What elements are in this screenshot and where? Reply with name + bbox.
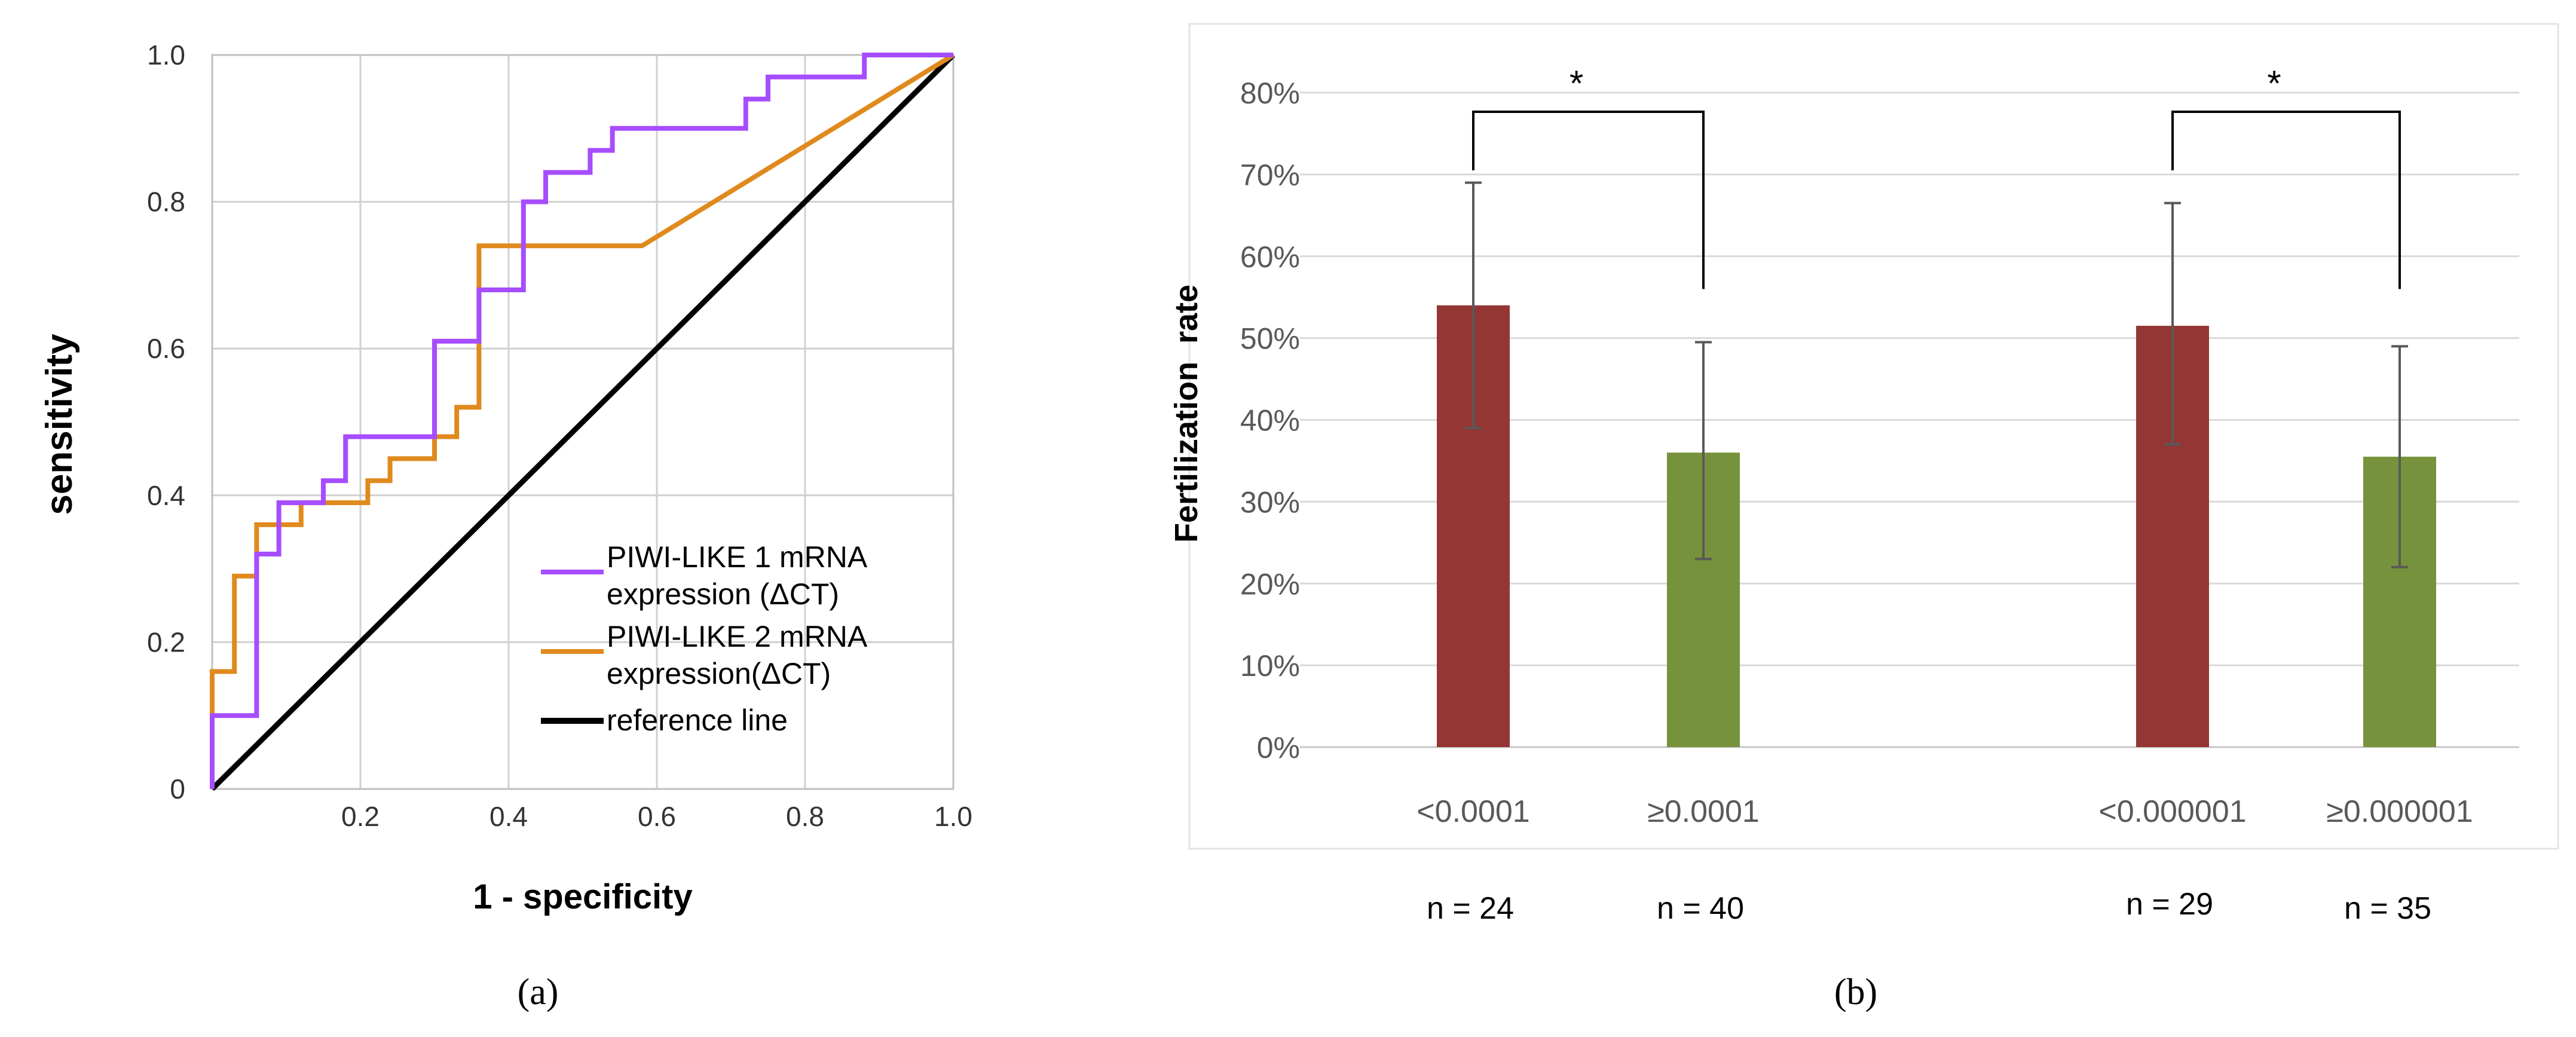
roc-legend-label: reference line: [607, 703, 788, 737]
roc-grid: [212, 55, 953, 789]
roc-x-tick-label: 1.0: [934, 801, 972, 832]
bar-y-tick-label: 30%: [1240, 485, 1300, 519]
bar-y-axis-label: Fertilization rate: [1168, 285, 1204, 543]
roc-y-tick-label: 0.2: [147, 626, 185, 657]
bar-n-label: n = 24: [1427, 891, 1514, 926]
significance-bracket: [2171, 111, 2401, 289]
roc-legend-label: expression(ΔCT): [607, 657, 831, 690]
roc-line-piwi-like-1: [210, 53, 953, 789]
bar-y-tick-label: 40%: [1240, 404, 1300, 438]
roc-y-tick-label: 0.6: [147, 333, 185, 364]
roc-plot-frame: [211, 54, 954, 790]
bar-category-label: <0.0001: [1417, 794, 1529, 829]
roc-x-tick-labels: 0.2 0.4 0.6 0.8 1.0: [341, 801, 972, 832]
roc-y-tick-label: 0: [170, 773, 185, 804]
roc-y-tick-label: 0.4: [147, 480, 185, 511]
bar-y-tick-label: 0%: [1257, 731, 1300, 764]
bar-y-tick-label: 70%: [1240, 158, 1300, 192]
roc-reference-line: [210, 53, 956, 791]
panel-b-label: (b): [1834, 972, 1877, 1012]
bar-n-labels: n = 24 n = 40 n = 29 n = 35: [1427, 887, 2431, 926]
roc-y-axis-label: sensitivity: [39, 334, 80, 515]
bar-n-label: n = 40: [1657, 891, 1744, 926]
roc-x-tick-label: 0.8: [786, 801, 824, 832]
bars: [1437, 305, 2436, 747]
significance-star: *: [1570, 63, 1583, 103]
bar-category-label: ≥0.000001: [2326, 794, 2473, 829]
error-bars: [1465, 181, 2408, 568]
bar-category-labels: <0.0001 ≥0.0001 <0.000001 ≥0.000001: [1417, 794, 2473, 829]
roc-x-tick-label: 0.4: [489, 801, 528, 832]
bar-category-label: ≥0.0001: [1647, 794, 1760, 829]
bar-chart-area-border: [1188, 23, 2559, 850]
roc-y-tick-labels: 0 0.2 0.4 0.6 0.8 1.0: [147, 39, 185, 804]
roc-x-tick-label: 0.6: [638, 801, 676, 832]
roc-x-axis-label: 1 - specificity: [473, 877, 692, 916]
panel-b-bar-chart: 0%10%20%30%40%50%60%70%80% * * <0.0001 ≥0.…: [1168, 23, 2559, 1012]
bar-y-tick-labels: 0% 10% 20% 30% 40% 50% 60% 70% 80%: [1240, 77, 1300, 764]
bar-y-tick-label: 60%: [1240, 240, 1300, 274]
roc-legend-label: PIWI-LIKE 1 mRNA: [607, 540, 868, 574]
bar-y-tick-label: 80%: [1240, 77, 1300, 110]
bar-category-label: <0.000001: [2098, 794, 2246, 829]
roc-y-tick-label: 1.0: [147, 39, 185, 71]
roc-legend-label: PIWI-LIKE 2 mRNA: [607, 620, 868, 653]
bar-n-label: n = 35: [2344, 891, 2431, 926]
significance-bracket: [1472, 111, 1705, 289]
panel-a-roc-chart: 0.2 0.4 0.6 0.8 1.0 0 0.2 0.4 0.6 0.8 1.0 PIWI-LI…: [39, 39, 972, 1012]
roc-y-tick-label: 0.8: [147, 186, 185, 218]
roc-series-lines: [210, 53, 956, 791]
bar-y-tick-label: 20%: [1240, 567, 1300, 601]
roc-x-tick-label: 0.2: [341, 801, 380, 832]
bar-y-tick-label: 50%: [1240, 322, 1300, 356]
bar-n-label: n = 29: [2126, 887, 2213, 922]
significance-brackets: * *: [1472, 63, 2401, 289]
roc-legend-label: expression (ΔCT): [607, 577, 839, 611]
bar-y-tick-label: 10%: [1240, 649, 1300, 683]
roc-line-piwi-like-2: [210, 53, 955, 789]
significance-star: *: [2267, 63, 2281, 103]
panel-a-label: (a): [518, 972, 559, 1012]
